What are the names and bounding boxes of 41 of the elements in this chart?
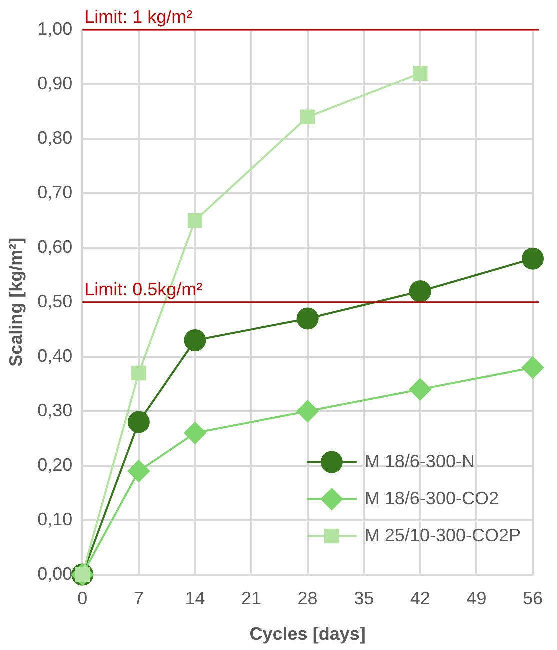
y-tick-label: 0,50 [38, 291, 73, 312]
y-tick-label: 1,00 [38, 18, 73, 39]
point [409, 280, 432, 303]
ref-line-label: Limit: 1 kg/m² [84, 6, 193, 27]
legend-label: M 18/6-300-N [364, 451, 475, 472]
ref-line-label: Limit: 0.5kg/m² [84, 279, 203, 300]
x-tick-label: 56 [522, 588, 544, 609]
y-axis-title: Scaling [kg/m²] [6, 238, 26, 367]
legend-label: M 25/10-300-CO2P [364, 525, 521, 546]
point [522, 356, 544, 379]
point [300, 110, 316, 125]
point [296, 400, 319, 422]
point [128, 411, 150, 434]
y-tick-label: 0,00 [38, 564, 73, 584]
point [128, 460, 150, 482]
x-axis-title: Cycles [days] [250, 624, 366, 644]
x-tick-label: 28 [298, 588, 318, 609]
y-tick-label: 0,60 [38, 236, 73, 257]
x-tick-label: 35 [354, 588, 374, 609]
x-tick-label: 42 [410, 588, 430, 609]
y-tick-label: 0,80 [38, 128, 73, 148]
point [188, 213, 203, 228]
point [522, 248, 544, 270]
y-tick-label: 0,40 [38, 346, 73, 366]
point [409, 378, 432, 401]
y-tick-label: 0,30 [38, 400, 73, 420]
x-tick-label: 7 [134, 588, 144, 609]
y-tick-label: 0,10 [38, 509, 73, 530]
x-tick-label: 14 [185, 588, 206, 609]
point [184, 422, 206, 444]
y-tick-label: 0,20 [38, 454, 73, 475]
point [132, 366, 146, 381]
y-tick-label: 0,90 [38, 73, 73, 94]
point [184, 330, 206, 352]
x-tick-label: 49 [466, 588, 487, 609]
x-tick-label: 21 [242, 588, 262, 609]
point [296, 308, 319, 330]
legend-label: M 18/6-300-CO2 [364, 488, 499, 508]
x-tick-label: 0 [78, 588, 88, 609]
point [413, 66, 428, 81]
y-tick-label: 0,70 [38, 182, 73, 202]
